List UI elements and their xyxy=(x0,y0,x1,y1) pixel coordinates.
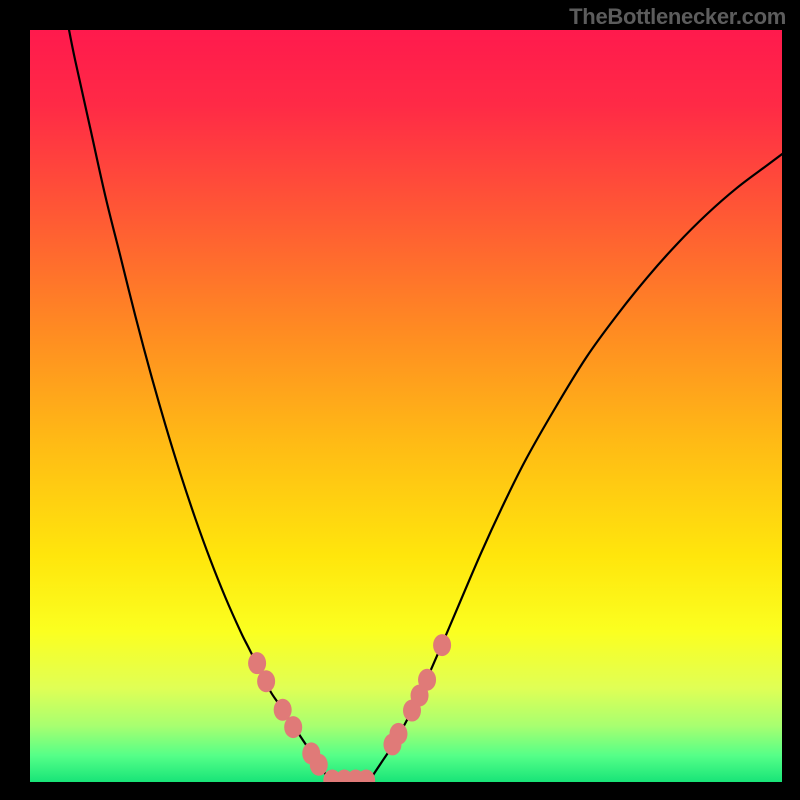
gradient-background xyxy=(30,30,782,782)
marker-point xyxy=(418,669,436,691)
marker-point xyxy=(284,716,302,738)
marker-point xyxy=(310,754,328,776)
bottleneck-chart xyxy=(30,30,782,782)
marker-point xyxy=(433,634,451,656)
marker-point xyxy=(389,723,407,745)
marker-point xyxy=(257,670,275,692)
plot-area xyxy=(30,30,782,782)
watermark-text: TheBottlenecker.com xyxy=(569,4,786,30)
